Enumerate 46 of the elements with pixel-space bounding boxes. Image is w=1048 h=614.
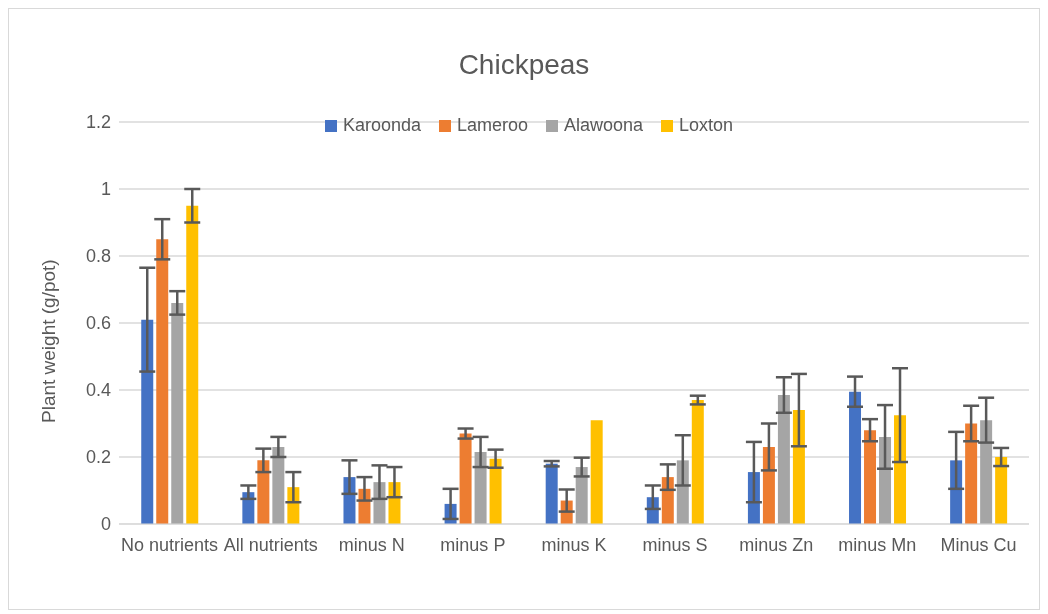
bar (691, 400, 704, 524)
y-tick-label: 1.2 (85, 112, 111, 133)
bar (995, 457, 1008, 524)
bar (186, 205, 199, 524)
bar (762, 446, 775, 524)
x-tick-label: minus Mn (838, 534, 917, 555)
legend-label: Karoonda (341, 115, 421, 136)
x-tick-label: minus S (642, 534, 708, 555)
bar (489, 458, 502, 524)
legend-label: Lameroo (455, 115, 528, 136)
bar (459, 433, 472, 524)
y-tick-label: 0.2 (85, 447, 111, 468)
bar (894, 415, 907, 524)
bar (171, 302, 184, 524)
bar (980, 420, 993, 524)
x-tick-label: minus Zn (739, 534, 814, 555)
x-tick-label: minus P (440, 534, 506, 555)
legend-label: Alawoona (563, 115, 644, 136)
bar (272, 446, 285, 524)
bar (879, 436, 892, 524)
bar (156, 239, 169, 524)
bar (545, 463, 558, 524)
y-tick-label: 1 (100, 179, 111, 200)
legend-label: Loxton (678, 115, 734, 136)
x-tick-label: Minus Cu (940, 534, 1017, 555)
bar (777, 395, 790, 524)
x-tick-label: minus K (541, 534, 607, 555)
bar (590, 420, 603, 524)
x-tick-label: minus N (338, 534, 405, 555)
bar (792, 410, 805, 524)
y-tick-label: 0.8 (85, 246, 111, 267)
bar (575, 467, 588, 524)
y-tick-label: 0.6 (85, 313, 111, 334)
bar (257, 460, 270, 524)
bar (474, 451, 487, 524)
bar (849, 391, 862, 524)
bar (864, 430, 877, 524)
y-axis-title: Plant weight (g/pot) (37, 259, 59, 423)
chart-title: Chickpeas (457, 49, 591, 81)
bar (965, 423, 978, 524)
x-tick-label: No nutrients (121, 534, 219, 555)
bar (141, 319, 154, 524)
y-tick-label: 0 (100, 514, 111, 535)
y-tick-label: 0.4 (85, 380, 111, 401)
x-tick-label: All nutrients (223, 534, 318, 555)
bar (661, 477, 674, 524)
